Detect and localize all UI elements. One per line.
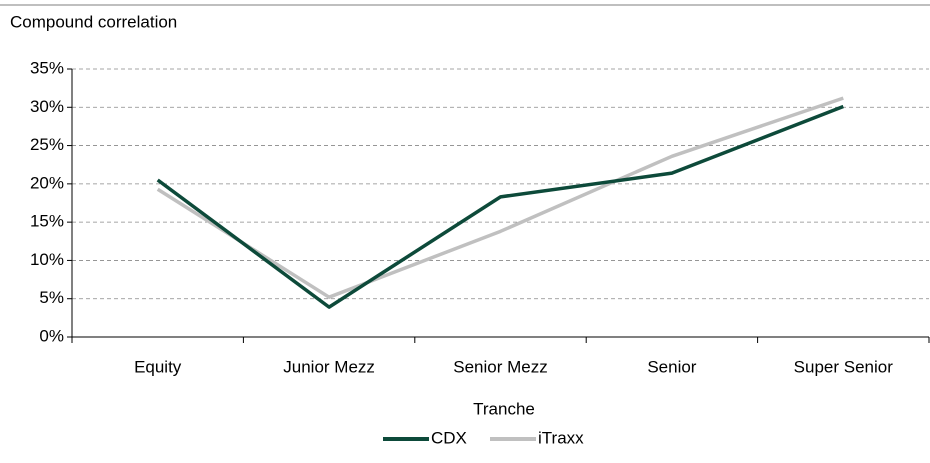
x-tick-label: Senior — [647, 357, 696, 376]
y-tick-label: 5% — [39, 288, 64, 307]
y-tick-label: 20% — [30, 173, 64, 192]
x-tick-label: Equity — [134, 357, 182, 376]
x-tick-label: Senior Mezz — [453, 357, 547, 376]
y-tick-label: 0% — [39, 326, 64, 345]
y-tick-label: 25% — [30, 135, 64, 154]
x-tick-label: Junior Mezz — [283, 357, 375, 376]
series-line — [156, 96, 844, 299]
series-line — [156, 104, 844, 309]
y-tick-label: 15% — [30, 212, 64, 231]
y-tick-label: 10% — [30, 250, 64, 269]
y-tick-label: 30% — [30, 97, 64, 116]
x-axis-label: Tranche — [473, 399, 535, 418]
y-tick-label: 35% — [30, 58, 64, 77]
legend-label: iTraxx — [538, 428, 584, 447]
x-tick-label: Super Senior — [794, 357, 894, 376]
legend-label: CDX — [431, 428, 467, 447]
chart-title: Compound correlation — [10, 12, 177, 31]
